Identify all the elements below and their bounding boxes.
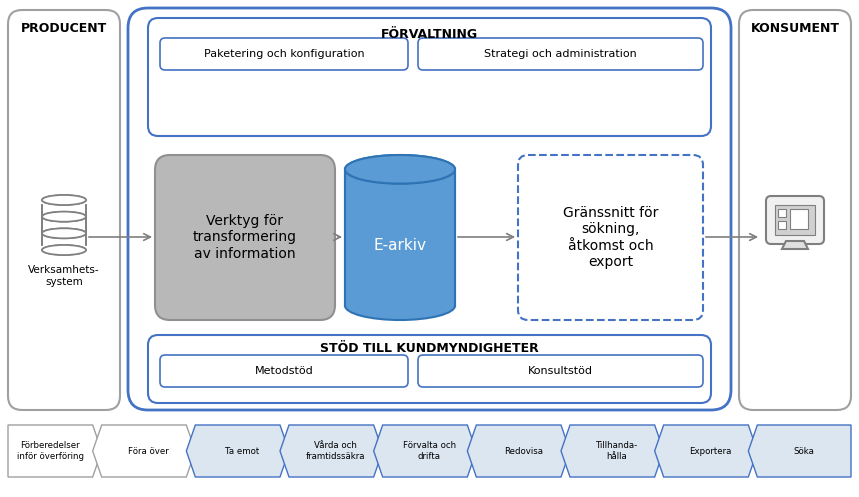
FancyBboxPatch shape: [160, 355, 408, 387]
Polygon shape: [748, 425, 851, 477]
Bar: [345, 169, 455, 306]
Ellipse shape: [42, 245, 86, 255]
FancyBboxPatch shape: [128, 8, 731, 410]
Bar: [345, 169, 455, 306]
Text: Ta emot: Ta emot: [225, 446, 259, 455]
Text: Strategi och administration: Strategi och administration: [484, 49, 637, 59]
Polygon shape: [467, 425, 570, 477]
Ellipse shape: [42, 195, 86, 205]
Ellipse shape: [42, 212, 86, 222]
FancyBboxPatch shape: [418, 38, 703, 70]
Text: Verktyg för
transformering
av information: Verktyg för transformering av informatio…: [193, 214, 297, 261]
Ellipse shape: [42, 245, 86, 255]
Text: Tillhanda-
hålla: Tillhanda- hålla: [595, 441, 638, 461]
Text: Exportera: Exportera: [689, 446, 732, 455]
Text: Förvalta och
drifta: Förvalta och drifta: [403, 441, 456, 461]
Ellipse shape: [345, 155, 455, 183]
Bar: [43, 205, 85, 245]
Polygon shape: [280, 425, 382, 477]
FancyBboxPatch shape: [160, 38, 408, 70]
Polygon shape: [8, 425, 101, 477]
Bar: [778, 209, 786, 217]
Text: E-arkiv: E-arkiv: [374, 238, 427, 253]
Polygon shape: [655, 425, 758, 477]
FancyBboxPatch shape: [418, 355, 703, 387]
Ellipse shape: [42, 212, 86, 222]
FancyBboxPatch shape: [155, 155, 335, 320]
Polygon shape: [93, 425, 195, 477]
Bar: [775, 205, 815, 235]
Text: PRODUCENT: PRODUCENT: [21, 21, 107, 34]
Text: Förberedelser
inför överföring: Förberedelser inför överföring: [17, 441, 84, 461]
Text: Gränssnitt för
sökning,
åtkomst och
export: Gränssnitt för sökning, åtkomst och expo…: [563, 206, 658, 269]
Ellipse shape: [42, 228, 86, 239]
Text: KONSUMENT: KONSUMENT: [751, 21, 839, 34]
Text: FÖRVALTNING: FÖRVALTNING: [381, 27, 478, 40]
Text: Redovisa: Redovisa: [503, 446, 543, 455]
Text: Paketering och konfiguration: Paketering och konfiguration: [204, 49, 364, 59]
Ellipse shape: [345, 155, 455, 183]
Polygon shape: [782, 241, 808, 249]
Text: Föra över: Föra över: [128, 446, 169, 455]
Text: STÖD TILL KUNDMYNDIGHETER: STÖD TILL KUNDMYNDIGHETER: [320, 342, 539, 355]
Polygon shape: [561, 425, 664, 477]
Text: Vårda och
framtidssäkra: Vårda och framtidssäkra: [306, 441, 366, 461]
FancyBboxPatch shape: [518, 155, 703, 320]
Polygon shape: [186, 425, 289, 477]
FancyBboxPatch shape: [766, 196, 824, 244]
FancyBboxPatch shape: [148, 335, 711, 403]
Bar: [778, 221, 786, 229]
Polygon shape: [374, 425, 477, 477]
Bar: [42, 205, 86, 245]
Ellipse shape: [42, 228, 86, 239]
Ellipse shape: [345, 291, 455, 320]
Text: Metodstöd: Metodstöd: [254, 366, 314, 376]
Text: Verksamhets-
system: Verksamhets- system: [28, 265, 100, 287]
FancyBboxPatch shape: [148, 18, 711, 136]
Text: Söka: Söka: [794, 446, 814, 455]
Ellipse shape: [42, 195, 86, 205]
FancyBboxPatch shape: [739, 10, 851, 410]
Text: Konsultstöd: Konsultstöd: [528, 366, 593, 376]
FancyBboxPatch shape: [8, 10, 120, 410]
Bar: [790, 209, 808, 229]
